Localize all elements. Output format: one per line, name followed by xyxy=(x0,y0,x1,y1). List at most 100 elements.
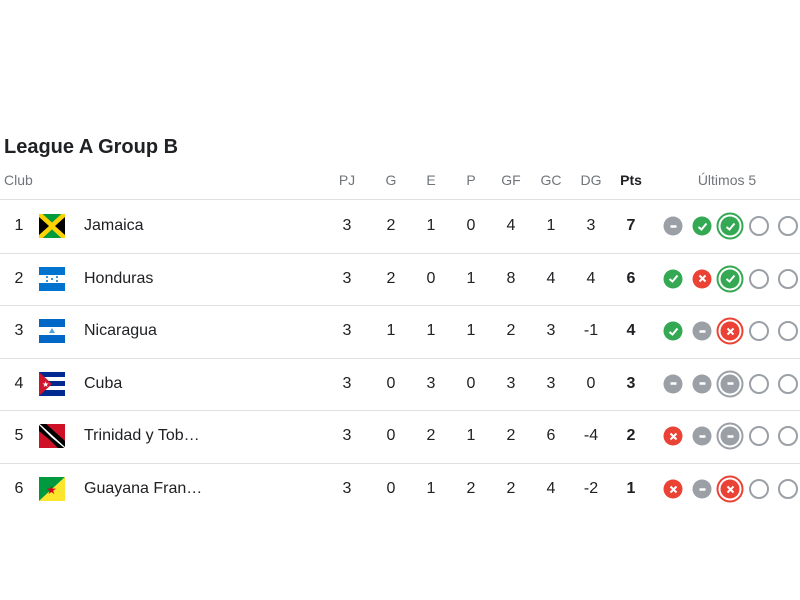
table-row[interactable]: 3 Nicaragua 3 1 1 1 2 3 -1 4 xyxy=(0,305,800,357)
draw-minus-icon[interactable] xyxy=(692,479,712,499)
gc-value: 1 xyxy=(546,217,556,234)
e-value: 1 xyxy=(426,322,436,340)
position: 5 xyxy=(14,427,24,445)
draw-minus-icon[interactable] xyxy=(692,426,712,446)
trinidad-flag-icon xyxy=(39,424,65,449)
table-row[interactable]: 1 Jamaica 3 2 1 0 4 1 3 7 xyxy=(0,200,800,252)
dg-value: -1 xyxy=(583,322,599,340)
loss-cross-icon[interactable] xyxy=(663,479,683,499)
pts-value: 1 xyxy=(626,480,636,497)
dg-value: -4 xyxy=(583,427,599,445)
divider xyxy=(0,463,800,464)
draw-minus-icon[interactable] xyxy=(692,321,712,341)
divider xyxy=(0,305,800,306)
table-header: Club PJ G E P GF GC DG Pts Últimos 5 xyxy=(0,172,800,190)
dg-value: 3 xyxy=(586,217,596,234)
draw-minus-icon[interactable] xyxy=(663,374,683,394)
team-name[interactable]: Nicaragua xyxy=(84,322,157,340)
p-value: 2 xyxy=(466,480,476,497)
gf-value: 8 xyxy=(506,269,516,287)
pts-value: 2 xyxy=(626,427,636,445)
table-row[interactable]: 2 Honduras 3 2 0 1 8 4 4 6 xyxy=(0,253,800,305)
loss-cross-icon[interactable] xyxy=(692,269,712,289)
table-row[interactable]: 6 ★ Guayana Fran… 3 0 1 2 2 4 -2 1 xyxy=(0,463,800,515)
win-check-icon[interactable] xyxy=(663,321,683,341)
table-row[interactable]: 5 Trinidad y Tob… 3 0 2 1 2 6 -4 2 xyxy=(0,410,800,462)
position: 2 xyxy=(14,269,24,287)
p-value: 1 xyxy=(466,427,476,445)
header-last5: Últimos 5 xyxy=(697,172,757,188)
pj-value: 3 xyxy=(342,374,352,392)
empty-result-icon xyxy=(778,216,798,236)
header-pj: PJ xyxy=(338,172,356,188)
empty-result-icon xyxy=(778,373,798,394)
e-value: 3 xyxy=(426,374,436,392)
team-name[interactable]: Trinidad y Tob… xyxy=(84,427,200,445)
e-value: 1 xyxy=(426,480,436,497)
pts-value: 4 xyxy=(626,322,636,340)
dg-value: -2 xyxy=(583,480,599,497)
pj-value: 3 xyxy=(342,269,352,287)
gc-value: 6 xyxy=(546,427,556,445)
pts-value: 7 xyxy=(626,217,636,234)
empty-result-icon xyxy=(749,373,769,394)
draw-minus-icon[interactable] xyxy=(692,374,712,394)
g-value: 0 xyxy=(386,427,396,445)
divider xyxy=(0,253,800,254)
team-name[interactable]: Honduras xyxy=(84,269,154,287)
header-e: E xyxy=(426,172,436,188)
pts-value: 6 xyxy=(626,269,636,287)
gc-value: 4 xyxy=(546,480,556,497)
latest-draw-minus-icon[interactable] xyxy=(716,370,744,398)
latest-loss-cross-icon[interactable] xyxy=(716,317,744,345)
group-title: League A Group B xyxy=(4,136,179,158)
empty-result-icon xyxy=(749,321,769,342)
p-value: 1 xyxy=(466,269,476,287)
table-row[interactable]: 4 ★ Cuba 3 0 3 0 3 3 0 3 xyxy=(0,358,800,410)
gf-value: 3 xyxy=(506,374,516,392)
french-guiana-flag-icon: ★ xyxy=(39,477,65,501)
pj-value: 3 xyxy=(342,322,352,340)
dg-value: 0 xyxy=(586,374,596,392)
e-value: 2 xyxy=(426,427,436,445)
p-value: 0 xyxy=(466,217,476,234)
position: 4 xyxy=(14,374,24,392)
dg-value: 4 xyxy=(586,269,596,287)
g-value: 0 xyxy=(386,480,396,497)
svg-text:★: ★ xyxy=(42,380,49,389)
header-g: G xyxy=(385,172,397,188)
team-name[interactable]: Jamaica xyxy=(84,217,144,234)
header-gf: GF xyxy=(501,172,521,188)
g-value: 1 xyxy=(386,322,396,340)
gf-value: 4 xyxy=(506,217,516,234)
win-check-icon[interactable] xyxy=(663,269,683,289)
empty-result-icon xyxy=(778,268,798,289)
latest-win-check-icon[interactable] xyxy=(716,265,744,293)
latest-draw-minus-icon[interactable] xyxy=(716,422,744,450)
header-dg: DG xyxy=(580,172,602,188)
pj-value: 3 xyxy=(342,480,352,497)
latest-loss-cross-icon[interactable] xyxy=(716,475,744,503)
gc-value: 3 xyxy=(546,374,556,392)
draw-minus-icon[interactable] xyxy=(663,216,683,236)
g-value: 2 xyxy=(386,217,396,234)
latest-win-check-icon[interactable] xyxy=(716,212,744,240)
empty-result-icon xyxy=(749,216,769,236)
gc-value: 3 xyxy=(546,322,556,340)
gc-value: 4 xyxy=(546,269,556,287)
win-check-icon[interactable] xyxy=(692,216,712,236)
team-name[interactable]: Guayana Fran… xyxy=(84,480,203,497)
g-value: 0 xyxy=(386,374,396,392)
pts-value: 3 xyxy=(626,374,636,392)
gf-value: 2 xyxy=(506,480,516,497)
divider xyxy=(0,199,800,200)
header-club: Club xyxy=(4,172,33,188)
team-name[interactable]: Cuba xyxy=(84,374,123,392)
divider xyxy=(0,410,800,411)
loss-cross-icon[interactable] xyxy=(663,426,683,446)
divider xyxy=(0,358,800,359)
empty-result-icon xyxy=(778,321,798,342)
cuba-flag-icon: ★ xyxy=(39,371,65,396)
honduras-flag-icon xyxy=(39,266,65,291)
empty-result-icon xyxy=(749,426,769,447)
